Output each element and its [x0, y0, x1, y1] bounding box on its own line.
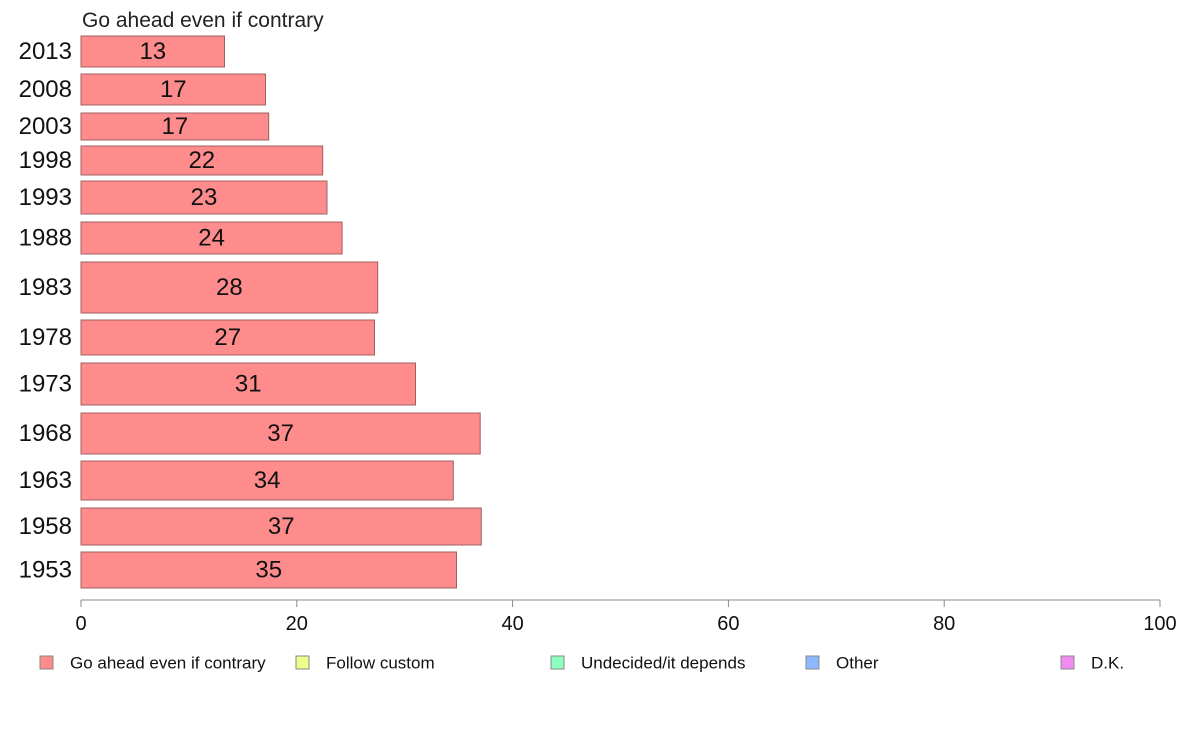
bar-value-label: 37 [267, 420, 294, 447]
bar-value-label: 23 [191, 184, 218, 211]
y-tick-label: 1968 [19, 420, 72, 447]
x-tick-label: 0 [75, 613, 86, 635]
y-tick-label: 1998 [19, 147, 72, 174]
bar-value-label: 34 [254, 467, 281, 494]
bar [80, 221, 343, 255]
bar [80, 319, 375, 356]
x-axis: 0 20 40 60 80 100 [75, 599, 1177, 635]
bar-value-label: 37 [268, 513, 295, 540]
bar-value-label: 35 [255, 557, 282, 584]
bars-group: 13 2013 17 2008 17 2003 22 1998 23 1993 24 1988 28 19… [19, 35, 482, 589]
legend-swatch [805, 655, 820, 670]
y-tick-label: 2008 [19, 76, 72, 103]
bar [80, 412, 481, 455]
y-tick-label: 1958 [19, 513, 72, 540]
legend-label: Go ahead even if contrary [70, 654, 266, 673]
y-tick-label: 1978 [19, 324, 72, 351]
bar-value-label: 31 [235, 371, 262, 398]
bar [80, 460, 454, 501]
legend-label: Undecided/it depends [581, 654, 745, 673]
bar [80, 35, 225, 68]
y-tick-label: 1993 [19, 184, 72, 211]
bar [80, 362, 416, 406]
bar-value-label: 27 [214, 324, 241, 351]
chart-title: Go ahead even if contrary [82, 9, 324, 32]
y-tick-label: 1988 [19, 225, 72, 252]
bar [80, 73, 266, 106]
legend-label: Other [836, 654, 879, 673]
bar [80, 180, 328, 215]
legend-swatch [295, 655, 310, 670]
bar [80, 507, 482, 546]
legend-swatch [1060, 655, 1075, 670]
legend-label: Follow custom [326, 654, 435, 673]
x-tick-label: 60 [717, 613, 739, 635]
y-tick-label: 2003 [19, 113, 72, 140]
x-tick-label: 100 [1143, 613, 1176, 635]
x-tick-label: 40 [501, 613, 523, 635]
y-tick-label: 1963 [19, 467, 72, 494]
bar-value-label: 17 [160, 76, 187, 103]
bar [80, 112, 270, 141]
y-tick-label: 2013 [19, 38, 72, 65]
bar [80, 261, 379, 314]
bar [80, 145, 324, 176]
legend: Go ahead even if contrary Follow custom Un… [39, 654, 1124, 673]
x-tick-label: 20 [286, 613, 308, 635]
bar [80, 551, 457, 589]
y-tick-label: 1953 [19, 557, 72, 584]
bar-value-label: 22 [188, 147, 215, 174]
x-tick-label: 80 [933, 613, 955, 635]
bar-value-label: 17 [162, 113, 189, 140]
bar-value-label: 24 [198, 225, 225, 252]
legend-swatch [550, 655, 565, 670]
legend-swatch [39, 655, 54, 670]
y-tick-label: 1973 [19, 371, 72, 398]
y-tick-label: 1983 [19, 274, 72, 301]
legend-label: D.K. [1091, 654, 1124, 673]
bar-value-label: 28 [216, 274, 243, 301]
bar-value-label: 13 [139, 38, 166, 65]
